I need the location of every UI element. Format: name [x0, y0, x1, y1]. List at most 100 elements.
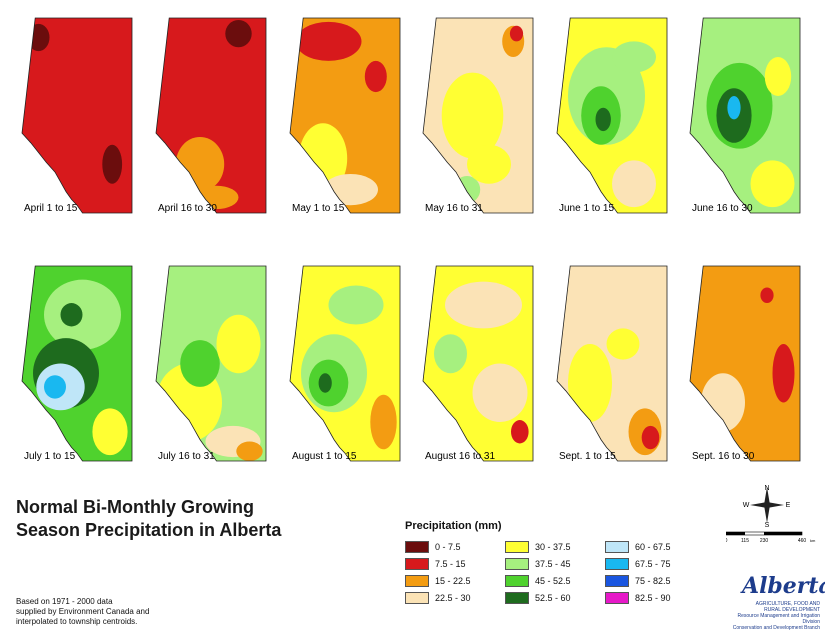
compass-e: E: [786, 502, 791, 509]
tagline-line-3: Resource Management and Irrigation Divis…: [737, 613, 820, 625]
scale-unit: km: [810, 538, 816, 543]
province-outline: [155, 265, 267, 462]
legend-item: 37.5 - 45: [505, 557, 571, 571]
period-map: August 1 to 15: [289, 265, 401, 462]
period-map: May 1 to 15: [289, 17, 401, 214]
precip-zone: [328, 285, 384, 325]
precip-zone: [727, 96, 741, 120]
legend-swatch: [505, 541, 529, 553]
precip-zone: [370, 394, 397, 450]
scale-tick-3: 460: [798, 538, 807, 544]
legend-swatch: [605, 575, 629, 587]
period-map: August 16 to 31: [422, 265, 534, 462]
legend-item: 45 - 52.5: [505, 574, 571, 588]
legend-label: 37.5 - 45: [535, 559, 571, 569]
precip-zone: [92, 408, 128, 456]
map-period-label: April 1 to 15: [24, 203, 78, 214]
precip-zone: [467, 144, 511, 184]
precip-zone: [750, 160, 795, 208]
scale-tick-0: 0: [726, 538, 728, 544]
province-outline: [289, 265, 401, 462]
compass-s: S: [765, 522, 770, 527]
precip-zone: [175, 136, 225, 192]
legend-swatch: [605, 558, 629, 570]
legend-label: 52.5 - 60: [535, 593, 571, 603]
map-period-label: July 16 to 31: [158, 451, 215, 462]
province-outline: [422, 17, 534, 214]
legend-item: 15 - 22.5: [405, 574, 471, 588]
precip-zone: [612, 41, 656, 73]
legend-item: 67.5 - 75: [605, 557, 671, 571]
precip-zone: [216, 314, 261, 374]
scale-tick-1: 115: [741, 538, 749, 544]
legend-label: 0 - 7.5: [435, 542, 461, 552]
province-outline: [689, 17, 801, 214]
legend-title: Precipitation (mm): [405, 520, 502, 532]
legend-swatch: [505, 575, 529, 587]
legend-swatch: [405, 575, 429, 587]
tagline-line-4: Conservation and Development Branch: [732, 625, 820, 631]
period-map: Sept. 16 to 30: [689, 265, 801, 462]
legend-item: 22.5 - 30: [405, 591, 471, 605]
precip-zone: [27, 23, 50, 52]
title-line-2: Season Precipitation in Alberta: [16, 520, 282, 540]
province-outline: [689, 265, 801, 462]
compass-rose-icon: N E S W: [743, 485, 791, 527]
precip-zone: [511, 420, 529, 444]
map-period-label: June 1 to 15: [559, 203, 614, 214]
precip-zone: [225, 19, 252, 48]
legend-label: 60 - 67.5: [635, 542, 671, 552]
province-outline: [556, 265, 668, 462]
province-outline: [21, 265, 133, 462]
precip-zone: [180, 340, 220, 387]
province-outline: [556, 17, 668, 214]
compass-n: N: [764, 485, 769, 492]
map-period-label: July 1 to 15: [24, 451, 76, 462]
legend-item: 60 - 67.5: [605, 540, 671, 554]
precip-zone: [60, 303, 83, 327]
map-period-label: May 1 to 15: [292, 203, 345, 214]
legend-label: 75 - 82.5: [635, 576, 671, 586]
precip-zone: [364, 60, 387, 93]
legend-swatch: [405, 541, 429, 553]
legend-label: 15 - 22.5: [435, 576, 471, 586]
legend-swatch: [505, 558, 529, 570]
precip-zone: [764, 57, 792, 96]
precip-zone: [509, 25, 524, 42]
scale-bar: 0 115 230 460 km: [726, 531, 816, 544]
legend-swatch: [405, 558, 429, 570]
legend-item: 75 - 82.5: [605, 574, 671, 588]
legend-item: 0 - 7.5: [405, 540, 461, 554]
precip-zone: [445, 281, 522, 329]
province-outline: [155, 17, 267, 214]
period-map: June 16 to 30: [689, 17, 801, 214]
precip-zone: [102, 144, 123, 184]
compass-w: W: [743, 502, 750, 509]
data-source-note: Based on 1971 - 2000 data supplied by En…: [16, 597, 149, 627]
tagline-line-1: AGRICULTURE, FOOD AND: [755, 601, 820, 607]
precip-zone: [568, 344, 612, 422]
period-map: June 1 to 15: [556, 17, 668, 214]
period-map: April 16 to 30: [155, 17, 267, 214]
legend-swatch: [405, 592, 429, 604]
precip-zone: [606, 328, 640, 360]
period-map: May 16 to 31: [422, 17, 534, 214]
precip-zone: [641, 425, 660, 450]
alberta-logo: Alberta: [742, 573, 825, 599]
legend-label: 67.5 - 75: [635, 559, 671, 569]
title-line-1: Normal Bi-Monthly Growing: [16, 497, 254, 517]
note-line-2: supplied by Environment Canada and: [16, 607, 150, 616]
legend-item: 30 - 37.5: [505, 540, 571, 554]
province-outline: [21, 17, 133, 214]
period-map: July 16 to 31: [155, 265, 267, 462]
precip-zone: [595, 107, 611, 132]
map-period-label: August 1 to 15: [292, 451, 357, 462]
precip-zone: [434, 334, 467, 374]
legend-swatch: [605, 541, 629, 553]
precip-zone: [295, 21, 362, 61]
legend-label: 82.5 - 90: [635, 593, 671, 603]
precip-zone: [441, 72, 504, 159]
precip-zone: [772, 344, 795, 403]
period-map: April 1 to 15: [21, 17, 133, 214]
logo-tagline: AGRICULTURE, FOOD AND RURAL DEVELOPMENT …: [730, 601, 820, 631]
